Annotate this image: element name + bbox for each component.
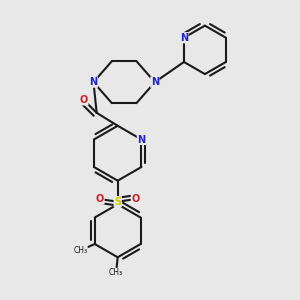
Text: N: N xyxy=(89,77,98,87)
Text: CH₃: CH₃ xyxy=(109,268,123,277)
Text: N: N xyxy=(137,134,146,145)
Text: O: O xyxy=(131,194,140,204)
Text: O: O xyxy=(96,194,104,204)
Text: N: N xyxy=(180,33,188,43)
Text: CH₃: CH₃ xyxy=(73,246,87,255)
Text: N: N xyxy=(151,77,159,87)
Text: S: S xyxy=(114,197,121,207)
Text: O: O xyxy=(80,95,88,105)
